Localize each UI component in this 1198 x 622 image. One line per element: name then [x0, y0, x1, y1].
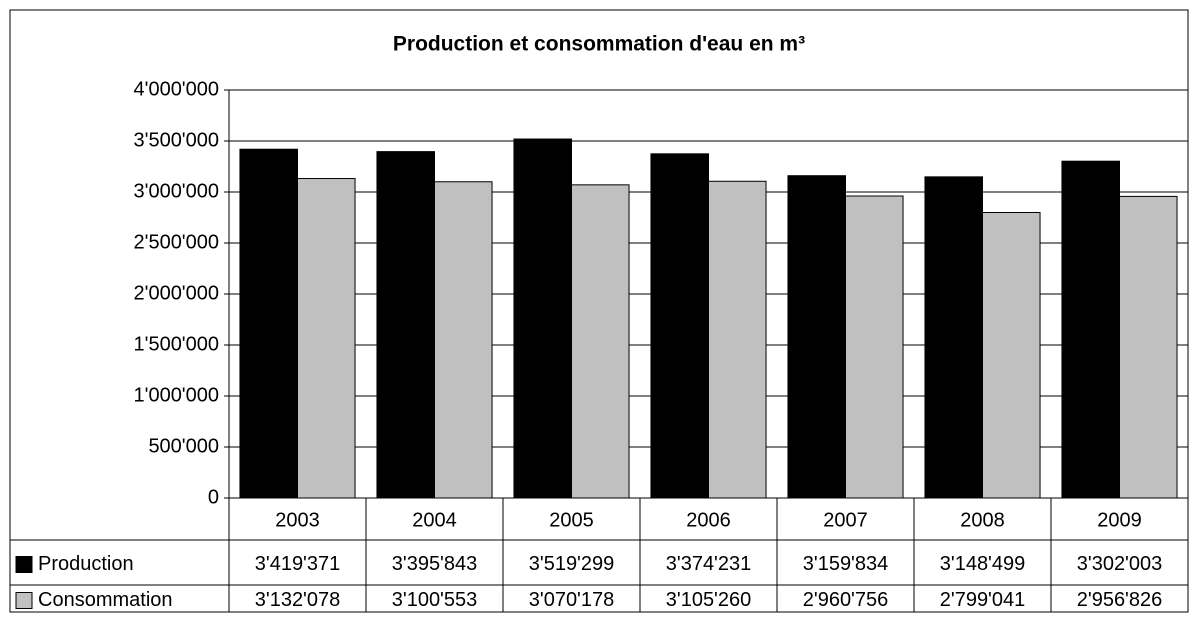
x-tick-label: 2009 — [1097, 509, 1142, 531]
y-tick-label: 2'500'000 — [134, 231, 220, 253]
bar — [297, 178, 356, 499]
legend-label: Production — [38, 553, 134, 575]
table-value: 2'960'756 — [803, 589, 889, 611]
table-value: 3'148'499 — [940, 553, 1026, 575]
y-tick-label: 3'500'000 — [134, 129, 220, 151]
table-value: 3'419'371 — [255, 553, 341, 575]
bar — [787, 175, 847, 499]
table-value: 3'159'834 — [803, 553, 889, 575]
bar — [239, 148, 299, 499]
bar — [708, 180, 767, 499]
table-value: 2'799'041 — [940, 589, 1026, 611]
table-value: 3'100'553 — [392, 589, 478, 611]
bar — [376, 151, 435, 499]
bar — [571, 184, 630, 499]
x-tick-label: 2004 — [412, 509, 457, 531]
y-tick-label: 1'500'000 — [134, 333, 220, 355]
table-value: 3'070'178 — [529, 589, 615, 611]
table-value: 3'374'231 — [666, 553, 752, 575]
legend-key — [15, 592, 33, 609]
legend-label: Consommation — [38, 589, 173, 611]
x-tick-label: 2007 — [823, 509, 868, 531]
x-tick-label: 2005 — [549, 509, 594, 531]
bar — [650, 153, 710, 499]
table-value: 3'105'260 — [666, 589, 752, 611]
y-tick-label: 500'000 — [148, 435, 219, 457]
y-tick-label: 1'000'000 — [134, 384, 220, 406]
bar — [434, 181, 493, 499]
table-value: 3'519'299 — [529, 553, 615, 575]
bar — [845, 195, 904, 499]
x-tick-label: 2003 — [275, 509, 320, 531]
y-tick-label: 3'000'000 — [134, 180, 220, 202]
y-tick-label: 4'000'000 — [134, 78, 220, 100]
table-value: 3'395'843 — [392, 553, 478, 575]
y-tick-label: 0 — [208, 486, 219, 508]
table-value: 3'132'078 — [255, 589, 341, 611]
y-tick-label: 2'000'000 — [134, 282, 220, 304]
bar — [924, 176, 984, 499]
x-tick-label: 2006 — [686, 509, 731, 531]
table-value: 3'302'003 — [1077, 553, 1163, 575]
bar — [1119, 195, 1178, 499]
bar — [982, 211, 1041, 499]
table-value: 2'956'826 — [1077, 589, 1163, 611]
legend-key — [15, 556, 33, 573]
bar — [513, 138, 573, 499]
bar — [1061, 160, 1120, 499]
chart-title: Production et consommation d'eau en m³ — [393, 33, 805, 56]
x-tick-label: 2008 — [960, 509, 1005, 531]
